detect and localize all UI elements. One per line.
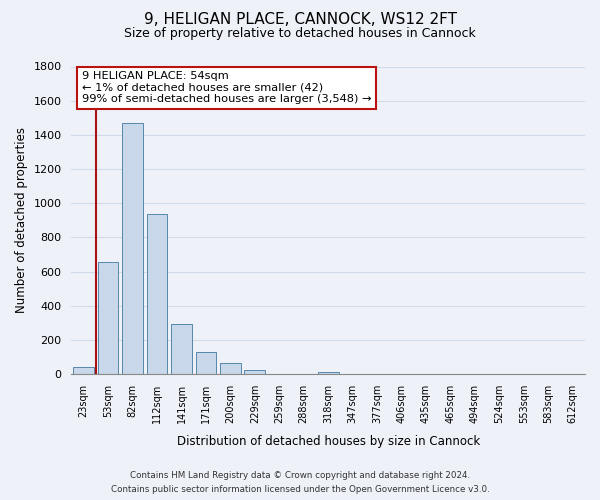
Y-axis label: Number of detached properties: Number of detached properties	[15, 128, 28, 314]
Bar	[122, 124, 143, 374]
Bar	[220, 363, 241, 374]
Bar	[73, 368, 94, 374]
Text: 9, HELIGAN PLACE, CANNOCK, WS12 2FT: 9, HELIGAN PLACE, CANNOCK, WS12 2FT	[143, 12, 457, 28]
Text: Size of property relative to detached houses in Cannock: Size of property relative to detached ho…	[124, 28, 476, 40]
Bar	[98, 262, 118, 374]
Bar	[244, 370, 265, 374]
Bar	[318, 372, 338, 374]
Text: 9 HELIGAN PLACE: 54sqm
← 1% of detached houses are smaller (42)
99% of semi-deta: 9 HELIGAN PLACE: 54sqm ← 1% of detached …	[82, 71, 371, 104]
Text: Contains HM Land Registry data © Crown copyright and database right 2024.
Contai: Contains HM Land Registry data © Crown c…	[110, 472, 490, 494]
Bar	[171, 324, 192, 374]
Bar	[146, 214, 167, 374]
X-axis label: Distribution of detached houses by size in Cannock: Distribution of detached houses by size …	[176, 434, 480, 448]
Bar	[196, 352, 217, 374]
